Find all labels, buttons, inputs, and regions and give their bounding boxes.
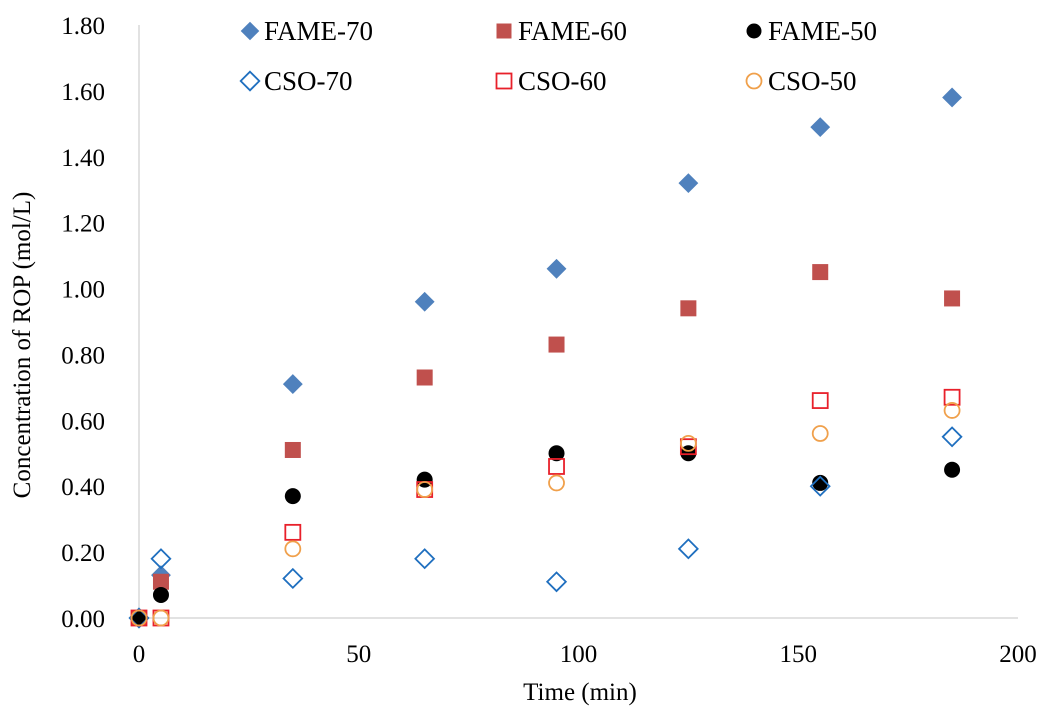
- data-point: [811, 392, 829, 409]
- data-point: [809, 475, 831, 497]
- data-point: [284, 441, 301, 458]
- y-tick-label: 0.20: [61, 540, 105, 567]
- data-point: [152, 586, 169, 603]
- data-point: [545, 571, 568, 593]
- x-tick-label: 0: [133, 641, 146, 668]
- data-point: [284, 540, 302, 558]
- data-point: [812, 264, 829, 281]
- legend-marker: [746, 23, 762, 39]
- y-tick-label: 0.40: [61, 474, 105, 501]
- legend-item: FAME-60: [496, 16, 627, 46]
- y-tick-label: 0.60: [61, 408, 105, 435]
- legend-item: FAME-70: [240, 16, 373, 46]
- data-point: [548, 336, 565, 353]
- data-point: [811, 425, 829, 442]
- legend-marker: [496, 23, 512, 39]
- data-point: [548, 458, 565, 475]
- x-tick-label: 150: [780, 641, 818, 668]
- data-point: [812, 474, 829, 491]
- data-point: [416, 481, 434, 498]
- data-points: [128, 87, 963, 629]
- data-point: [548, 445, 565, 462]
- legend-item: FAME-50: [746, 16, 877, 46]
- legend-label: FAME-70: [264, 16, 373, 46]
- legend-label: FAME-60: [518, 16, 627, 46]
- data-point: [282, 374, 303, 395]
- data-point: [414, 548, 436, 570]
- x-tick-label: 200: [999, 641, 1037, 668]
- legend-label: CSO-60: [518, 66, 607, 96]
- legend-marker: [240, 21, 260, 41]
- legend-marker: [239, 70, 261, 92]
- data-point: [416, 369, 433, 386]
- x-tick-label: 50: [346, 641, 371, 668]
- legend-label: CSO-70: [264, 66, 353, 96]
- data-point: [943, 402, 961, 419]
- y-tick-label: 1.60: [61, 79, 105, 106]
- data-point: [943, 388, 961, 406]
- x-tick-label: 100: [560, 641, 598, 668]
- data-point: [941, 426, 963, 448]
- legend: FAME-70 FAME-60 FAME-50 CSO-70 CSO-60 CSO-50: [239, 16, 877, 96]
- axes: 0.00 0.20 0.40 0.60 0.80 1.00 1.20 1.40 1.60 1.80…: [61, 13, 1037, 668]
- y-tick-label: 0.80: [61, 342, 105, 369]
- data-point: [546, 258, 567, 279]
- data-point: [677, 538, 699, 560]
- series-cso-60: [130, 388, 961, 627]
- series-fame-50: [131, 445, 961, 626]
- data-point: [679, 434, 697, 452]
- data-point: [130, 609, 148, 627]
- y-axis-title: Concentration of ROP (mol/L): [9, 192, 36, 499]
- y-tick-label: 1.80: [61, 13, 105, 40]
- data-point: [678, 173, 699, 194]
- data-point: [942, 87, 962, 108]
- data-point: [548, 474, 565, 492]
- data-point: [282, 567, 304, 590]
- data-point: [284, 523, 302, 541]
- data-point: [152, 573, 169, 590]
- legend-label: CSO-50: [768, 66, 857, 96]
- y-tick-label: 0.00: [61, 606, 105, 633]
- data-point: [284, 488, 301, 505]
- data-point: [150, 548, 172, 570]
- data-point: [131, 610, 147, 626]
- legend-item: CSO-70: [239, 66, 353, 96]
- y-tick-label: 1.20: [61, 211, 105, 238]
- y-tick-label: 1.00: [61, 277, 105, 304]
- data-point: [152, 609, 170, 627]
- legend-item: CSO-50: [745, 66, 857, 96]
- x-axis-title: Time (min): [523, 679, 637, 706]
- series-cso-50: [130, 402, 961, 627]
- series-cso-70: [128, 426, 963, 629]
- data-point: [944, 461, 961, 478]
- legend-marker: [495, 72, 513, 90]
- data-point: [944, 290, 961, 307]
- series-fame-70: [129, 87, 962, 628]
- legend-label: FAME-50: [768, 16, 877, 46]
- y-tick-label: 1.40: [61, 145, 105, 172]
- data-point: [810, 117, 831, 138]
- legend-marker: [745, 72, 763, 90]
- data-point: [680, 300, 697, 317]
- series-fame-60: [131, 264, 961, 626]
- legend-item: CSO-60: [495, 66, 607, 96]
- data-point: [414, 291, 435, 312]
